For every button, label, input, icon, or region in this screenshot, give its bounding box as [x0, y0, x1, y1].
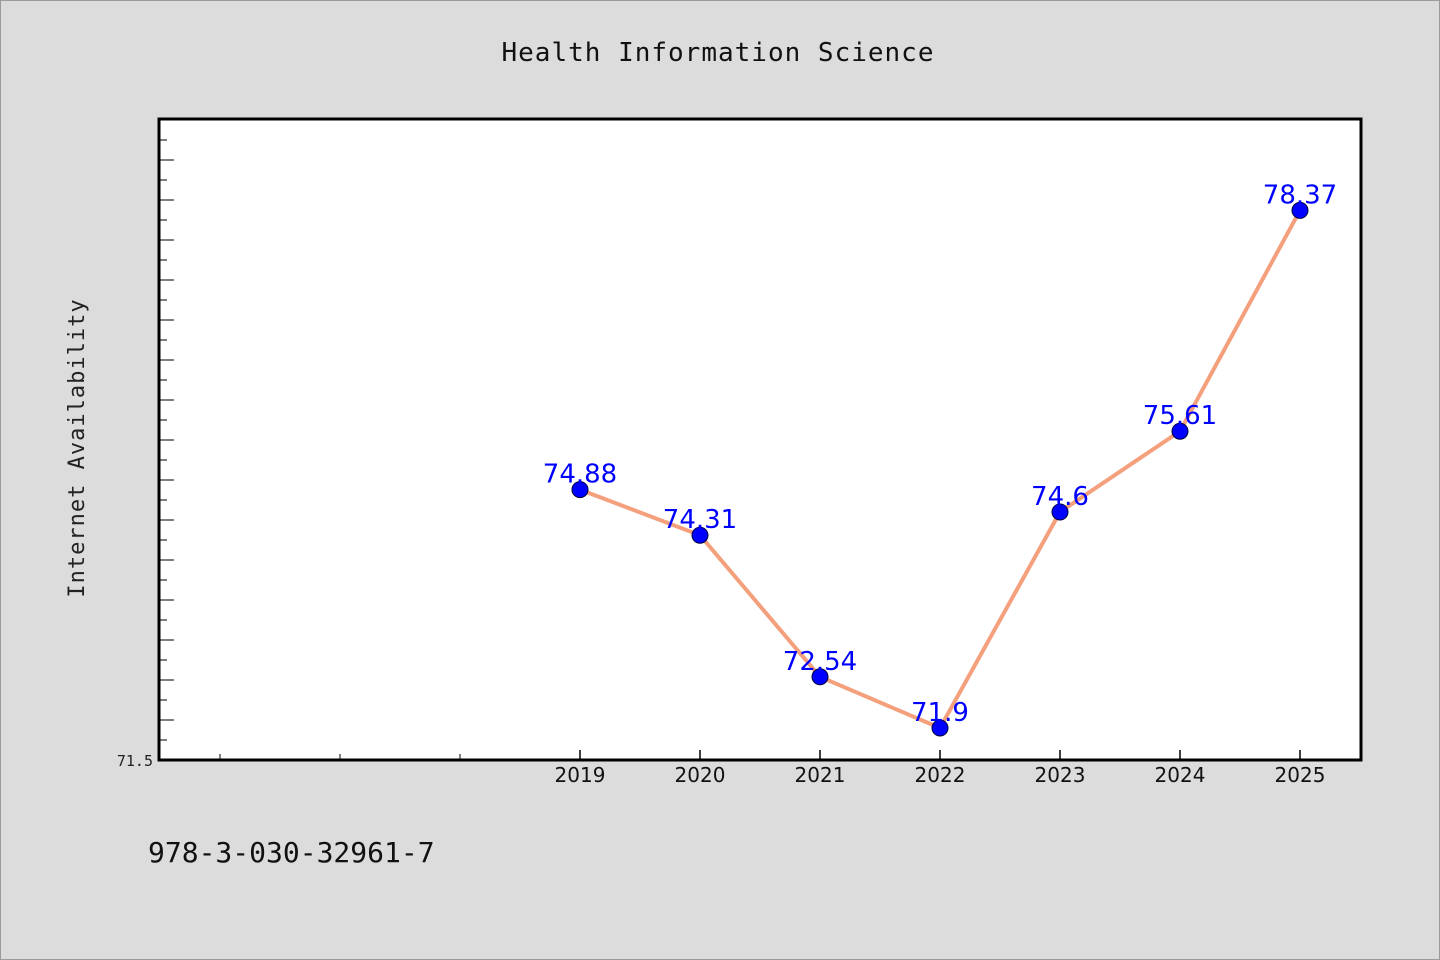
x-tick-label: 2022: [915, 763, 966, 787]
data-label: 74.6: [1031, 482, 1089, 512]
data-label: 71.9: [911, 698, 969, 728]
x-tick-label: 2023: [1035, 763, 1086, 787]
data-point: [931, 719, 949, 737]
data-label: 78.37: [1263, 180, 1337, 210]
data-label: 74.88: [543, 460, 617, 490]
x-tick-label: 2024: [1155, 763, 1206, 787]
data-label: 75.61: [1143, 401, 1217, 431]
y-tick-label: 71.5: [117, 752, 153, 770]
data-point: [1291, 201, 1309, 219]
data-point: [571, 481, 589, 499]
x-tick-label: 2019: [555, 763, 606, 787]
x-axis-ticks: 2019 2020 2021 2022 2023 2024 2025: [219, 750, 1326, 787]
data-point: [811, 668, 829, 686]
isbn-footer: 978-3-030-32961-7: [148, 836, 435, 869]
data-label: 74.31: [663, 505, 737, 535]
y-axis-label: Internet Availability: [65, 298, 90, 597]
y-axis-ticks: 71.5: [117, 139, 174, 770]
x-tick-label: 2021: [795, 763, 846, 787]
data-label: 72.54: [783, 647, 857, 677]
plot-area: [157, 117, 1363, 762]
data-point: [1171, 422, 1189, 440]
data-point: [1051, 503, 1069, 521]
x-tick-label: 2020: [675, 763, 726, 787]
series-layer: 74.88 74.31 72.54 71.9 74.6 75.61 78.37: [543, 180, 1337, 737]
data-point: [691, 526, 709, 544]
chart-title: Health Information Science: [502, 38, 935, 68]
x-tick-label: 2025: [1275, 763, 1326, 787]
